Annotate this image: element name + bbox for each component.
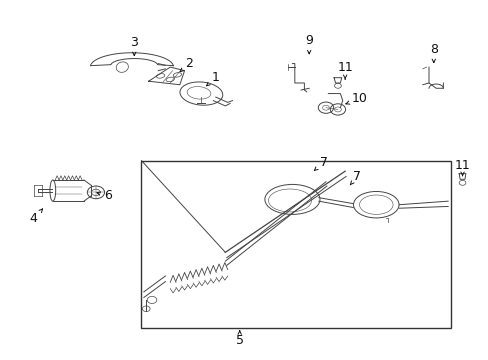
- Bar: [141, 161, 449, 328]
- Text: 8: 8: [429, 43, 437, 63]
- Text: 6: 6: [97, 189, 112, 202]
- Text: 10: 10: [345, 93, 366, 105]
- Text: 11: 11: [454, 159, 469, 176]
- Text: 5: 5: [235, 331, 243, 347]
- Text: 1: 1: [206, 71, 219, 86]
- Text: 2: 2: [180, 57, 193, 72]
- Text: 9: 9: [305, 34, 312, 54]
- Text: 7: 7: [349, 170, 360, 185]
- Text: 7: 7: [314, 156, 327, 171]
- Text: 3: 3: [130, 36, 138, 55]
- Text: 11: 11: [337, 60, 352, 79]
- Text: 4: 4: [30, 209, 42, 225]
